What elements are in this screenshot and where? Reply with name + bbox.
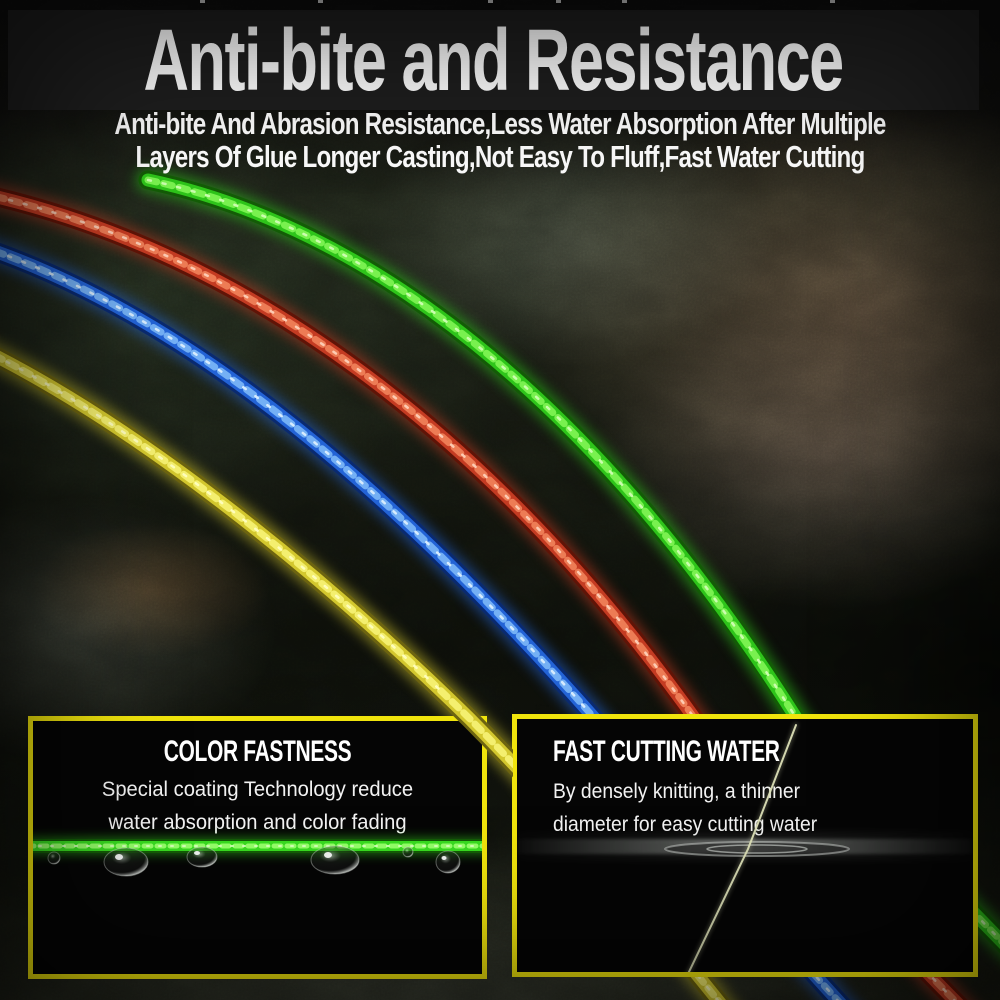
- thin-fishing-line: [686, 723, 798, 972]
- card-title: COLOR FASTNESS: [163, 735, 352, 768]
- page-title: Anti-bite and Resistance: [143, 10, 845, 109]
- water-droplet: [402, 846, 414, 858]
- subtitle: Anti-bite And Abrasion Resistance,Less W…: [0, 107, 1000, 173]
- crop-artifact: [488, 0, 493, 3]
- water-droplets: [47, 845, 461, 877]
- title-panel: Anti-bite and Resistance: [8, 10, 979, 110]
- crop-artifact: [556, 0, 561, 3]
- card-body: By densely knitting, a thinner diameter …: [553, 775, 817, 841]
- water-droplet: [186, 846, 218, 868]
- card-body-line: water absorption and color fading: [108, 811, 407, 834]
- card-body-line: By densely knitting, a thinner: [553, 780, 801, 803]
- subtitle-line-2: Layers Of Glue Longer Casting,Not Easy T…: [135, 139, 865, 174]
- green-line-sample-graphic: [33, 837, 482, 877]
- card-fast-cutting: FAST CUTTING WATER By densely knitting, …: [512, 714, 978, 977]
- crop-artifact: [830, 0, 835, 3]
- card-body: Special coating Technology reduce water …: [42, 773, 473, 839]
- water-droplet: [310, 845, 360, 875]
- thin-line-cutting-graphic: [664, 723, 850, 972]
- card-color-fastness: COLOR FASTNESS Special coating Technolog…: [28, 716, 487, 979]
- crop-artifact: [200, 0, 205, 3]
- water-droplet: [103, 847, 149, 877]
- card-body-line: diameter for easy cutting water: [553, 813, 818, 836]
- card-body-line: Special coating Technology reduce: [101, 778, 414, 801]
- subtitle-line-1: Anti-bite And Abrasion Resistance,Less W…: [114, 106, 886, 141]
- water-droplet: [435, 850, 461, 874]
- crop-artifact: [318, 0, 323, 3]
- water-swirl: [664, 841, 850, 857]
- water-droplet: [47, 851, 61, 865]
- card-title: FAST CUTTING WATER: [553, 735, 780, 768]
- crop-artifact: [622, 0, 627, 3]
